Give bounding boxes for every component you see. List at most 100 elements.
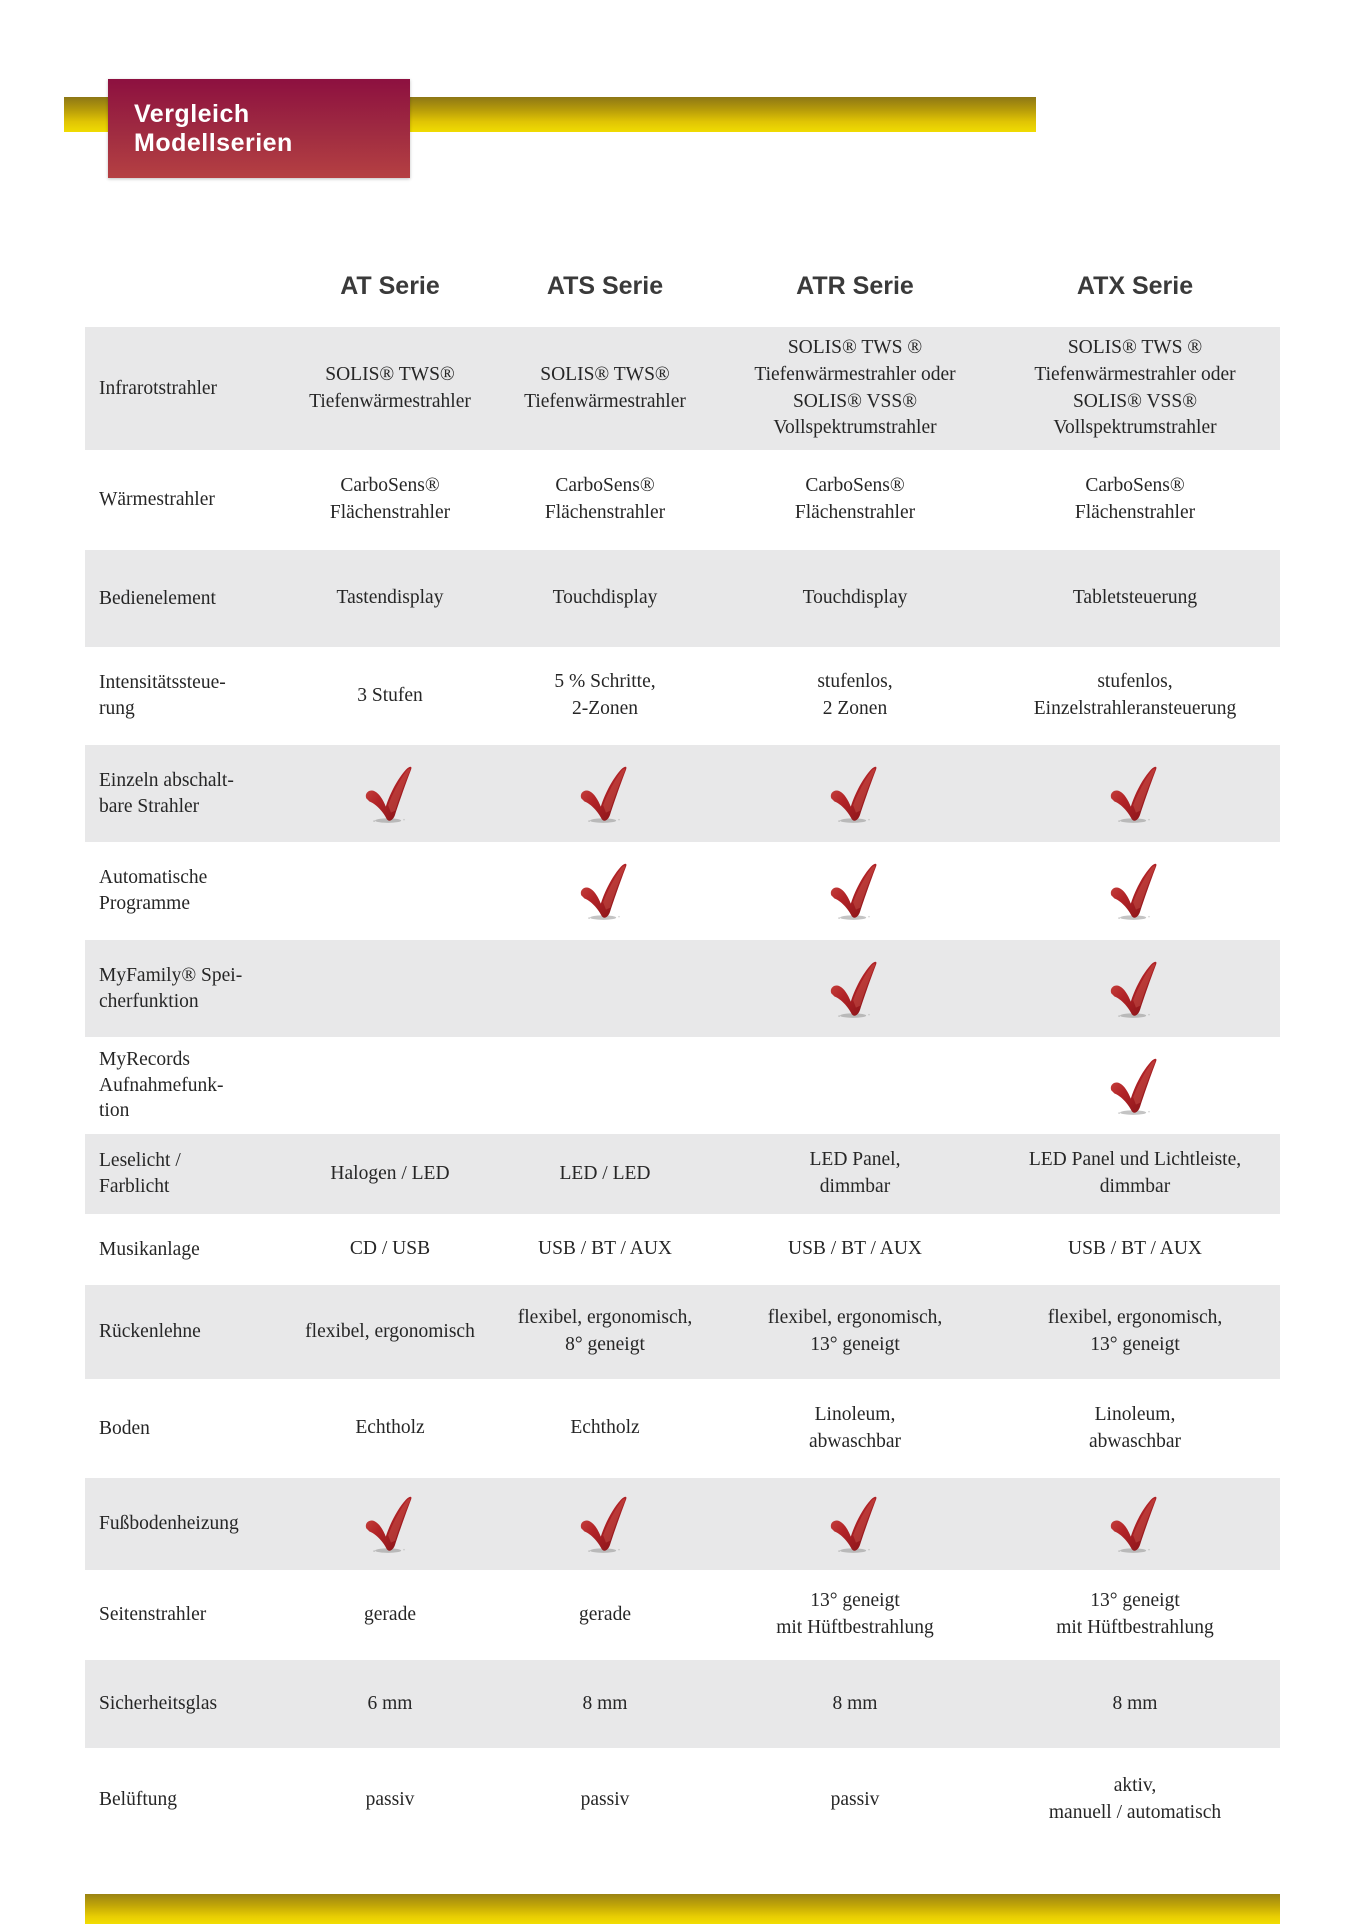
checkmark-icon [830,961,877,1018]
table-cell: gerade [490,1602,720,1629]
table-cell: Tabletsteuerung [990,585,1280,612]
cell-value: Halogen / LED [330,1162,450,1184]
table-cell: flexibel, ergonomisch, 13° geneigt [720,1305,990,1359]
cell-value: Echtholz [570,1417,640,1439]
cell-value: USB / BT / AUX [537,1238,672,1260]
table-cell: 13° geneigt mit Hüftbestrahlung [990,1588,1280,1642]
table-cell: CarboSens® Flächenstrahler [720,473,990,527]
table-cell: Halogen / LED [290,1161,490,1188]
table-cell: Echtholz [490,1415,720,1442]
row-label: Bedienelement [99,587,216,609]
cell-value: passiv [580,1788,630,1810]
checkmark-icon [830,766,877,823]
checkmark-icon [1110,1496,1157,1553]
row-label: Intensitätssteue- rung [99,672,226,719]
table-row: Seitenstrahler gerade gerade 13° geneigt mi… [85,1570,1280,1660]
checkmark-icon [830,1496,877,1553]
table-cell: stufenlos, 2 Zonen [720,669,990,723]
table-cell: USB / BT / AUX [490,1236,720,1263]
table-cell: gerade [290,1602,490,1629]
row-label: Rückenlehne [99,1321,201,1343]
cell-value: SOLIS® TWS ® Tiefenwärmestrahler oder SO… [754,336,956,439]
table-cell: SOLIS® TWS® Tiefenwärmestrahler [290,362,490,416]
checkmark-icon [580,1496,627,1553]
row-label: Leselicht / Farblicht [99,1150,181,1197]
cell-value: Touchdisplay [802,587,908,609]
cell-value: LED Panel, dimmbar [809,1149,901,1197]
table-cell: 3 Stufen [290,683,490,710]
table-cell: LED / LED [490,1161,720,1188]
table-row: Sicherheitsglas 6 mm 8 mm 8 mm 8 mm [85,1660,1280,1748]
table-row: Rückenlehne flexibel, ergonomisch flexibel… [85,1285,1280,1379]
table-row: Wärmestrahler CarboSens® Flächenstrahler C… [85,450,1280,550]
table-row: MyRecords Aufnahmefunk- tion [85,1037,1280,1134]
table-cell: stufenlos, Einzelstrahleransteuerung [990,669,1280,723]
table-body: Infrarotstrahler SOLIS® TWS® Tiefenwärmes… [85,327,1280,1852]
table-cell [720,764,990,824]
table-row: Bedienelement Tastendisplay Touchdisplay To… [85,550,1280,647]
cell-value: 13° geneigt mit Hüftbestrahlung [776,1590,934,1638]
row-label: Fußbodenheizung [99,1513,239,1535]
checkmark-icon [1110,1058,1157,1115]
table-cell: SOLIS® TWS ® Tiefenwärmestrahler oder SO… [990,335,1280,443]
table-row: Intensitätssteue- rung 3 Stufen 5 % Schrit… [85,647,1280,745]
cell-value: SOLIS® TWS ® Tiefenwärmestrahler oder SO… [1034,336,1236,439]
row-label: MyRecords Aufnahmefunk- tion [99,1048,224,1122]
table-cell: flexibel, ergonomisch, 13° geneigt [990,1305,1280,1359]
column-header: ATR Serie [796,271,914,300]
table-cell [290,764,490,824]
bottom-gold-bar [85,1894,1280,1924]
column-header: AT Serie [340,271,440,300]
table-row: Automatische Programme [85,842,1280,940]
table-cell: 6 mm [290,1691,490,1718]
table-cell: Tastendisplay [290,585,490,612]
cell-value: CD / USB [349,1238,431,1260]
table-cell [720,959,990,1019]
column-header: ATX Serie [1076,271,1194,300]
table-row: Musikanlage CD / USB USB / BT / AUX USB / B… [85,1214,1280,1285]
row-label: Infrarotstrahler [99,377,218,399]
cell-value: USB / BT / AUX [787,1238,922,1260]
cell-value: 8 mm [832,1692,878,1714]
table-cell: 8 mm [990,1691,1280,1718]
cell-value: flexibel, ergonomisch, 13° geneigt [1047,1307,1223,1355]
cell-value: CarboSens® Flächenstrahler [794,475,916,523]
cell-value: Tabletsteuerung [1072,587,1198,609]
cell-value: 6 mm [367,1692,413,1714]
table-cell [990,959,1280,1019]
table-cell [290,1494,490,1554]
cell-value: stufenlos, Einzelstrahleransteuerung [1033,671,1237,719]
cell-value: SOLIS® TWS® Tiefenwärmestrahler [309,363,471,412]
table-row: Boden Echtholz Echtholz Linoleum, abwaschba… [85,1379,1280,1478]
page-title: Vergleich Modellserien [134,99,293,157]
checkmark-icon [580,766,627,823]
table-row: Belüftung passiv passiv passiv aktiv, manuel… [85,1748,1280,1852]
cell-value: 3 Stufen [357,684,423,706]
table-cell: Touchdisplay [490,585,720,612]
table-cell: CarboSens® Flächenstrahler [290,473,490,527]
cell-value: Touchdisplay [552,587,658,609]
checkmark-icon [365,766,412,823]
table-cell [990,1494,1280,1554]
comparison-table: AT Serie ATS Serie ATR Serie ATX Serie Infr… [85,245,1280,1852]
table-row: MyFamily® Spei- cherfunktion [85,940,1280,1037]
table-cell: CD / USB [290,1236,490,1263]
checkmark-icon [1110,863,1157,920]
checkmark-icon [1110,961,1157,1018]
row-label: Seitenstrahler [99,1604,207,1626]
table-cell: passiv [720,1787,990,1814]
table-cell: flexibel, ergonomisch [290,1319,490,1346]
cell-value: flexibel, ergonomisch, 13° geneigt [767,1307,943,1355]
cell-value: CarboSens® Flächenstrahler [329,475,451,523]
cell-value: USB / BT / AUX [1067,1238,1202,1260]
table-cell [490,1494,720,1554]
table-cell: USB / BT / AUX [720,1236,990,1263]
checkmark-icon [830,863,877,920]
cell-value: passiv [830,1788,880,1810]
table-row: Fußbodenheizung [85,1478,1280,1570]
checkmark-icon [365,1496,412,1553]
cell-value: gerade [364,1603,416,1625]
cell-value: 8 mm [1112,1692,1158,1714]
cell-value: flexibel, ergonomisch, 8° geneigt [517,1307,693,1355]
